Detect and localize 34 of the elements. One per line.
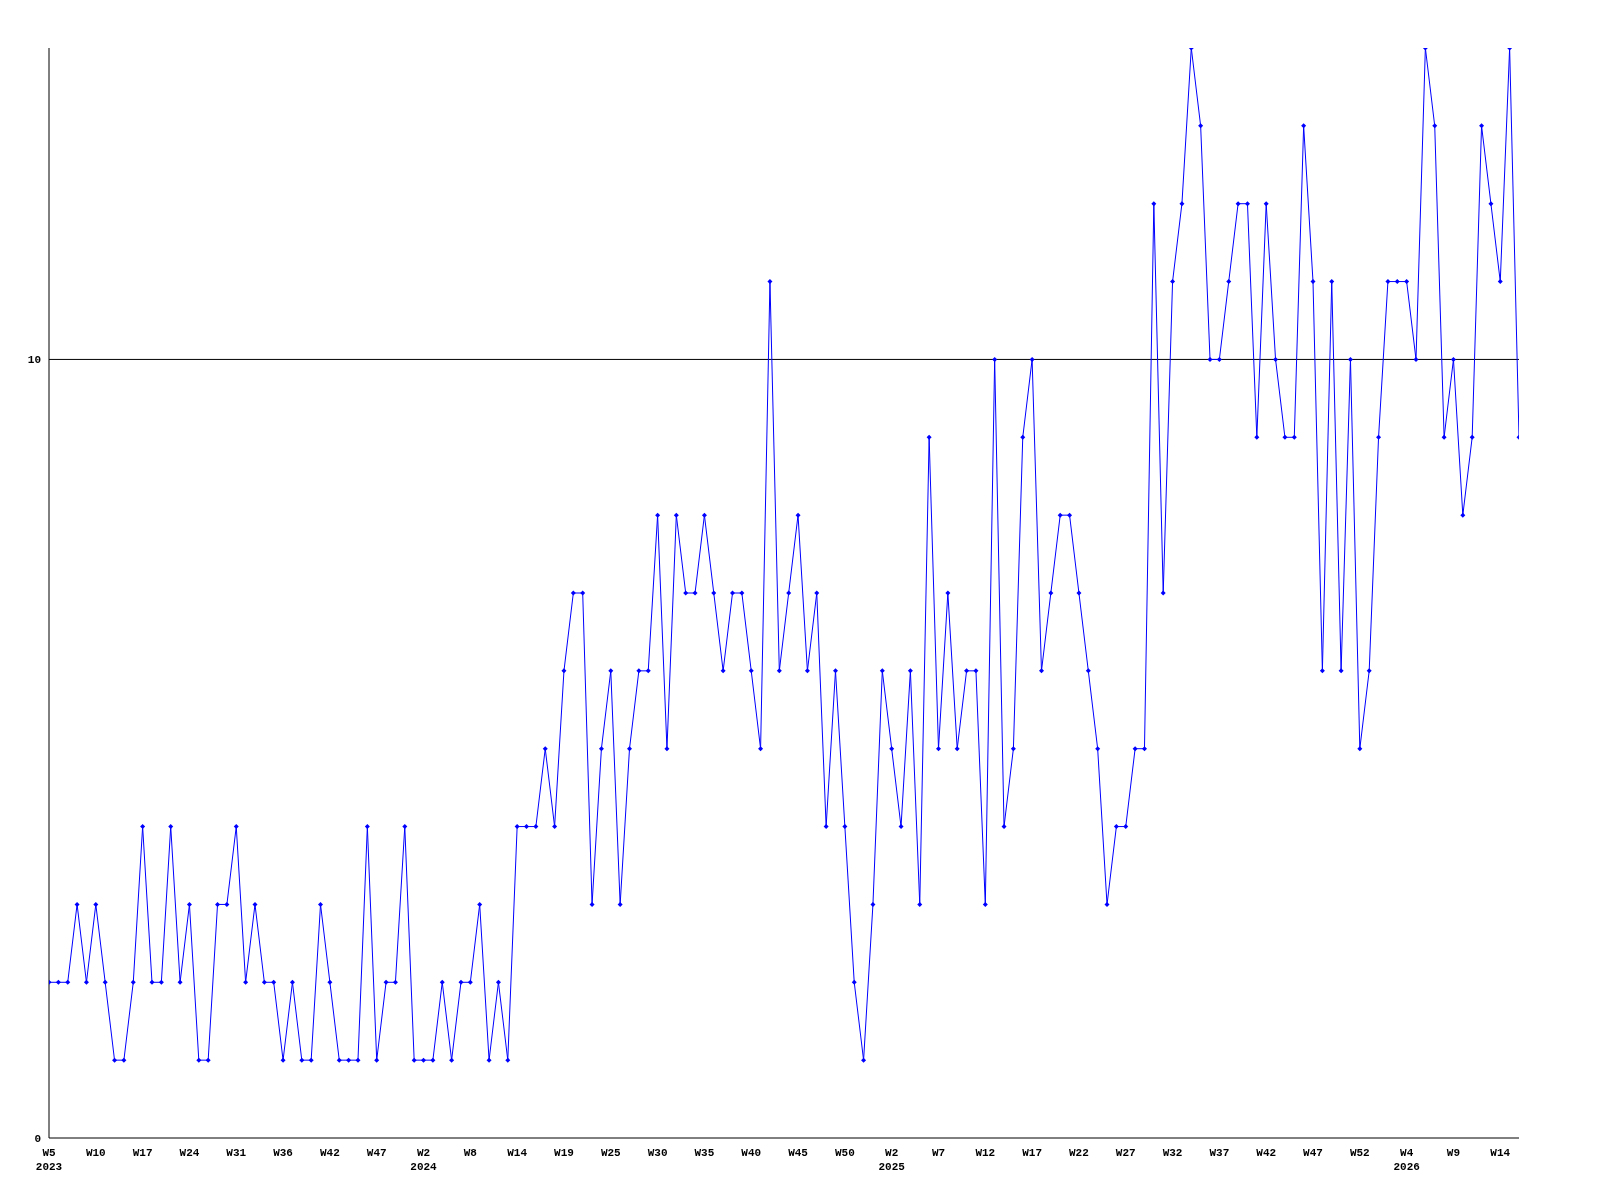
y-tick-label: 0 <box>34 1132 41 1145</box>
x-tick-label: W40 <box>741 1147 762 1159</box>
x-tick-label: W42 <box>319 1147 340 1159</box>
x-tick-label: W36 <box>273 1147 293 1159</box>
x-tick-label: W12 <box>975 1147 996 1159</box>
x-tick-label: W8 <box>463 1147 478 1159</box>
x-tick-label: W2 2025 <box>878 1147 906 1173</box>
x-tick-label: W37 <box>1209 1147 1230 1159</box>
x-tick-label: W14 <box>1490 1147 1511 1159</box>
x-tick-label: W45 <box>788 1147 809 1159</box>
x-tick-label: W5 2023 <box>35 1147 63 1173</box>
x-tick-label: W4 2026 <box>1393 1147 1420 1173</box>
x-tick-label: W9 <box>1446 1147 1461 1159</box>
x-tick-label: W25 <box>600 1147 622 1159</box>
x-tick-label: W2 2024 <box>410 1147 438 1173</box>
x-tick-label: W22 <box>1069 1147 1089 1159</box>
x-tick-label: W47 <box>366 1147 387 1159</box>
x-tick-label: W14 <box>507 1147 528 1159</box>
x-tick-label: W31 <box>226 1147 247 1159</box>
x-tick-label: W17 <box>132 1147 153 1159</box>
x-tick-label: W30 <box>647 1147 668 1159</box>
x-tick-label: W7 <box>931 1147 946 1159</box>
x-tick-label: W24 <box>179 1147 200 1159</box>
x-tick-label: W42 <box>1256 1147 1277 1159</box>
x-tick-label: W19 <box>554 1147 574 1159</box>
x-tick-label: W17 <box>1022 1147 1043 1159</box>
x-tick-label: W35 <box>694 1147 715 1159</box>
x-tick-label: W27 <box>1115 1147 1136 1159</box>
x-tick-label: W32 <box>1162 1147 1183 1159</box>
y-tick-label: 10 <box>27 354 41 367</box>
x-tick-label: W50 <box>834 1147 855 1159</box>
x-tick-label: W52 <box>1349 1147 1370 1159</box>
x-tick-label: W10 <box>85 1147 106 1159</box>
x-tick-label: W47 <box>1303 1147 1323 1159</box>
